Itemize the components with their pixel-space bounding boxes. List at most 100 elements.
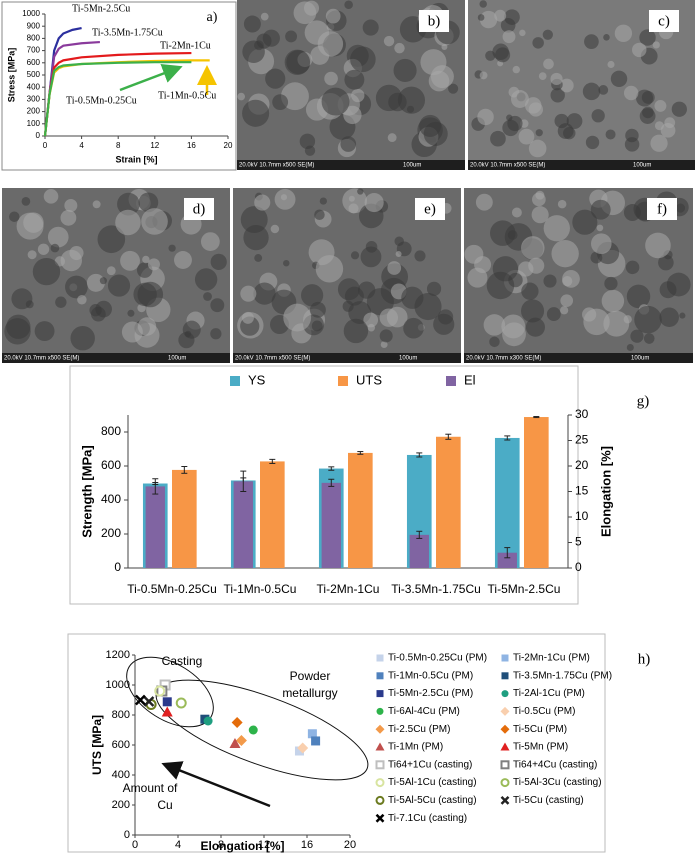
sem-texture [626,284,651,309]
sem-texture [325,8,341,24]
error-bar [445,433,452,440]
y-tick-label: 0 [124,829,130,841]
y-tick-label: 0 [114,560,121,574]
info-bar [2,353,230,363]
sem-texture [77,294,87,305]
sem-texture [535,190,545,200]
sem-texture [37,243,50,255]
sem-texture [138,192,159,213]
legend-label: Ti-0.5Cu (PM) [513,706,575,717]
legend-marker [501,654,509,662]
x-axis-label: Elongation [%] [201,839,285,853]
label-box [184,198,214,220]
sem-texture [490,130,506,147]
sem-texture [107,274,131,297]
bar [497,552,517,568]
bar [524,417,549,568]
y-tick-label: 800 [112,709,130,721]
sem-texture [237,92,246,101]
sem-texture [623,315,632,324]
panel-label: c) [658,13,670,29]
bar [409,534,429,568]
legend-label: Ti64+1Cu (casting) [388,759,472,770]
sem-texture [342,300,354,312]
label-box [419,10,449,32]
sem-texture [60,209,77,226]
sem-texture [350,46,376,73]
sem-texture [4,318,31,345]
sem-texture [504,9,520,25]
sem-texture [253,282,276,305]
bar [494,437,520,568]
sem-texture [489,336,500,348]
sem-texture [430,65,454,89]
point [231,717,243,728]
sem-texture [115,209,141,236]
sem-texture [403,317,424,339]
sem-texture [511,207,522,218]
sem-texture [623,85,639,101]
sem-texture [634,305,662,334]
sem-texture [551,239,579,268]
sem-texture [200,232,220,252]
legend-swatch [338,376,348,386]
sem-scale: 100um [403,163,421,169]
sem-texture [343,318,369,344]
sem-texture [643,333,655,344]
sem-texture [60,249,83,272]
legend-marker [376,672,384,680]
label-box [649,10,679,32]
x-tick-label: 8 [218,839,224,851]
legend-swatch [230,376,240,386]
sem-texture [168,244,176,252]
sem-texture [401,286,424,309]
sem-texture [147,258,160,271]
point [203,716,213,726]
y-tick-label: 200 [101,526,121,540]
sem-texture [363,312,379,328]
sem-texture [210,298,225,313]
legend-marker [500,796,510,805]
bar [321,482,341,568]
sem-texture [590,199,611,220]
legend-label: Ti-5Al-3Cu (casting) [513,777,602,788]
y-tick-label: 300 [27,95,41,104]
sem-texture [350,251,360,260]
sem-texture [9,211,20,222]
y-tick-label: 600 [112,739,130,751]
sem-texture [550,72,563,86]
panel-label: g) [637,393,650,409]
sem-texture [560,294,574,308]
x-tick-label: 12 [258,839,270,851]
arrow [161,761,271,808]
sem-texture [546,307,561,321]
point [161,706,173,717]
sem-texture [550,88,565,103]
sem-texture [566,113,583,129]
x-tick-label: Ti-3.5Mn-1.75Cu [391,582,481,596]
point [229,738,241,748]
sem-texture [283,259,290,267]
sem-texture [379,329,393,343]
y2-tick-label: 0 [575,560,582,574]
sem-texture [438,309,454,325]
sem-texture [671,101,687,117]
sem-texture [659,307,679,328]
sem-texture [607,60,615,69]
sem-texture [582,82,601,101]
y2-tick-label: 20 [575,458,589,472]
sem-texture [603,34,610,41]
sem-texture [464,244,484,264]
sem-texture [559,78,574,93]
sem-scale: 100um [399,356,417,362]
sem-texture [543,215,570,242]
sem-texture [120,250,140,271]
info-bar [233,353,461,363]
sem-texture [560,306,569,315]
sem-texture [502,30,516,44]
sem-texture [479,10,498,29]
sem-texture [528,102,544,117]
sem-info: 20.0kV 10.7mm x300 SE(M) [466,356,541,362]
sem-texture [542,29,553,40]
sem-texture [572,209,598,235]
